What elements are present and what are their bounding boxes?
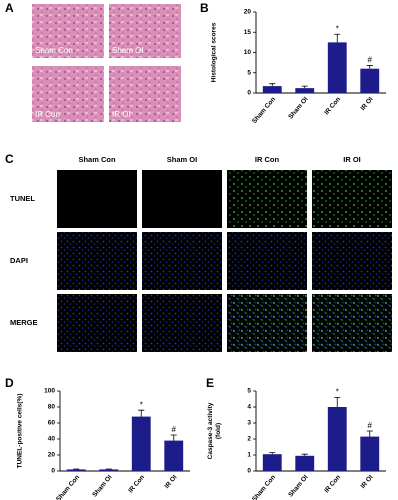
y-tick-label: 2	[247, 436, 251, 443]
bar	[262, 86, 282, 93]
y-tick-label: 0	[51, 468, 55, 475]
row-label: DAPI	[10, 256, 28, 265]
x-tick-label: Sham Con	[251, 474, 277, 500]
significance-mark: *	[140, 400, 143, 409]
column-header: IR OI	[343, 155, 361, 164]
y-tick-label: 4	[247, 404, 251, 411]
x-tick-label: IR Con	[323, 474, 342, 495]
y-tick-label: 20	[244, 9, 252, 16]
bar	[164, 440, 184, 471]
x-tick-label: Sham OI	[287, 474, 309, 499]
bar	[131, 416, 151, 471]
fluorescence-image	[142, 294, 222, 352]
x-tick-label: IR OI	[359, 474, 374, 490]
fluorescence-image	[227, 294, 307, 352]
image-label: IR OI	[112, 110, 131, 119]
histology-image	[109, 66, 181, 122]
y-tick-label: 80	[48, 404, 56, 411]
x-tick-label: Sham Con	[55, 474, 81, 500]
bar	[327, 407, 347, 471]
y-tick-label: 5	[247, 388, 251, 395]
error-bar	[334, 397, 341, 407]
panel-letter: D	[5, 376, 14, 390]
y-tick-label: 40	[48, 436, 56, 443]
error-bar	[269, 452, 276, 455]
fluorescence-image	[312, 170, 392, 228]
significance-mark: #	[368, 421, 373, 430]
fluorescence-image	[57, 232, 137, 290]
column-header: Sham Con	[78, 155, 116, 164]
x-tick-label: Sham Con	[251, 96, 277, 125]
error-bar	[301, 453, 308, 456]
significance-mark: *	[336, 388, 339, 397]
y-tick-label: 0	[247, 468, 251, 475]
image-label: Sham Con	[35, 46, 73, 55]
error-bar	[138, 409, 145, 417]
fluorescence-image	[57, 294, 137, 352]
error-bar	[170, 434, 177, 441]
significance-mark: #	[368, 56, 373, 65]
error-bar	[366, 65, 373, 69]
y-tick-label: 10	[244, 49, 252, 56]
significance-mark: #	[172, 425, 177, 434]
bar	[360, 68, 380, 93]
y-tick-label: 100	[44, 388, 55, 395]
bar	[295, 88, 315, 93]
bar	[99, 469, 119, 471]
fluorescence-image	[312, 232, 392, 290]
x-tick-label: IR Con	[127, 474, 146, 495]
x-tick-label: IR OI	[359, 96, 374, 112]
column-header: Sham OI	[167, 155, 197, 164]
bar	[295, 455, 315, 471]
y-axis-label: TUNEL-positive cells(%)	[17, 394, 24, 469]
histology-image	[32, 66, 104, 122]
error-bar	[366, 430, 373, 437]
column-header: IR Con	[255, 155, 280, 164]
image-label: IR Con	[35, 110, 60, 119]
bar	[327, 42, 347, 93]
row-label: TUNEL	[10, 194, 35, 203]
y-tick-label: 1	[247, 452, 251, 459]
panel-letter: E	[206, 376, 214, 390]
error-bar	[269, 83, 276, 87]
bar	[66, 469, 86, 471]
x-tick-label: Sham OI	[287, 96, 309, 121]
fluorescence-image	[57, 170, 137, 228]
error-bar	[301, 85, 308, 89]
fluorescence-image	[227, 170, 307, 228]
y-axis-label: Histological scores	[211, 22, 218, 82]
image-label: Sham OI	[112, 46, 144, 55]
fluorescence-image	[142, 170, 222, 228]
y-tick-label: 0	[247, 90, 251, 97]
bar	[262, 454, 282, 471]
fluorescence-image	[142, 232, 222, 290]
panel-letter: A	[5, 1, 14, 15]
y-tick-label: 60	[48, 420, 56, 427]
y-tick-label: 3	[247, 420, 251, 427]
y-tick-label: 20	[48, 452, 56, 459]
error-bar	[334, 33, 341, 43]
panel-letter: B	[200, 1, 209, 15]
significance-mark: *	[336, 24, 339, 33]
histology-image	[32, 4, 104, 58]
x-tick-label: IR Con	[323, 96, 342, 117]
y-axis-label: Caspase-3 activity(fold)	[207, 402, 222, 459]
fluorescence-image	[227, 232, 307, 290]
histology-image	[109, 4, 181, 58]
row-label: MERGE	[10, 318, 38, 327]
y-tick-label: 5	[247, 69, 251, 76]
fluorescence-image	[312, 294, 392, 352]
panel-letter: C	[5, 152, 14, 166]
y-tick-label: 15	[244, 29, 252, 36]
x-tick-label: Sham OI	[91, 474, 113, 499]
x-tick-label: IR OI	[163, 474, 178, 490]
bar	[360, 436, 380, 471]
